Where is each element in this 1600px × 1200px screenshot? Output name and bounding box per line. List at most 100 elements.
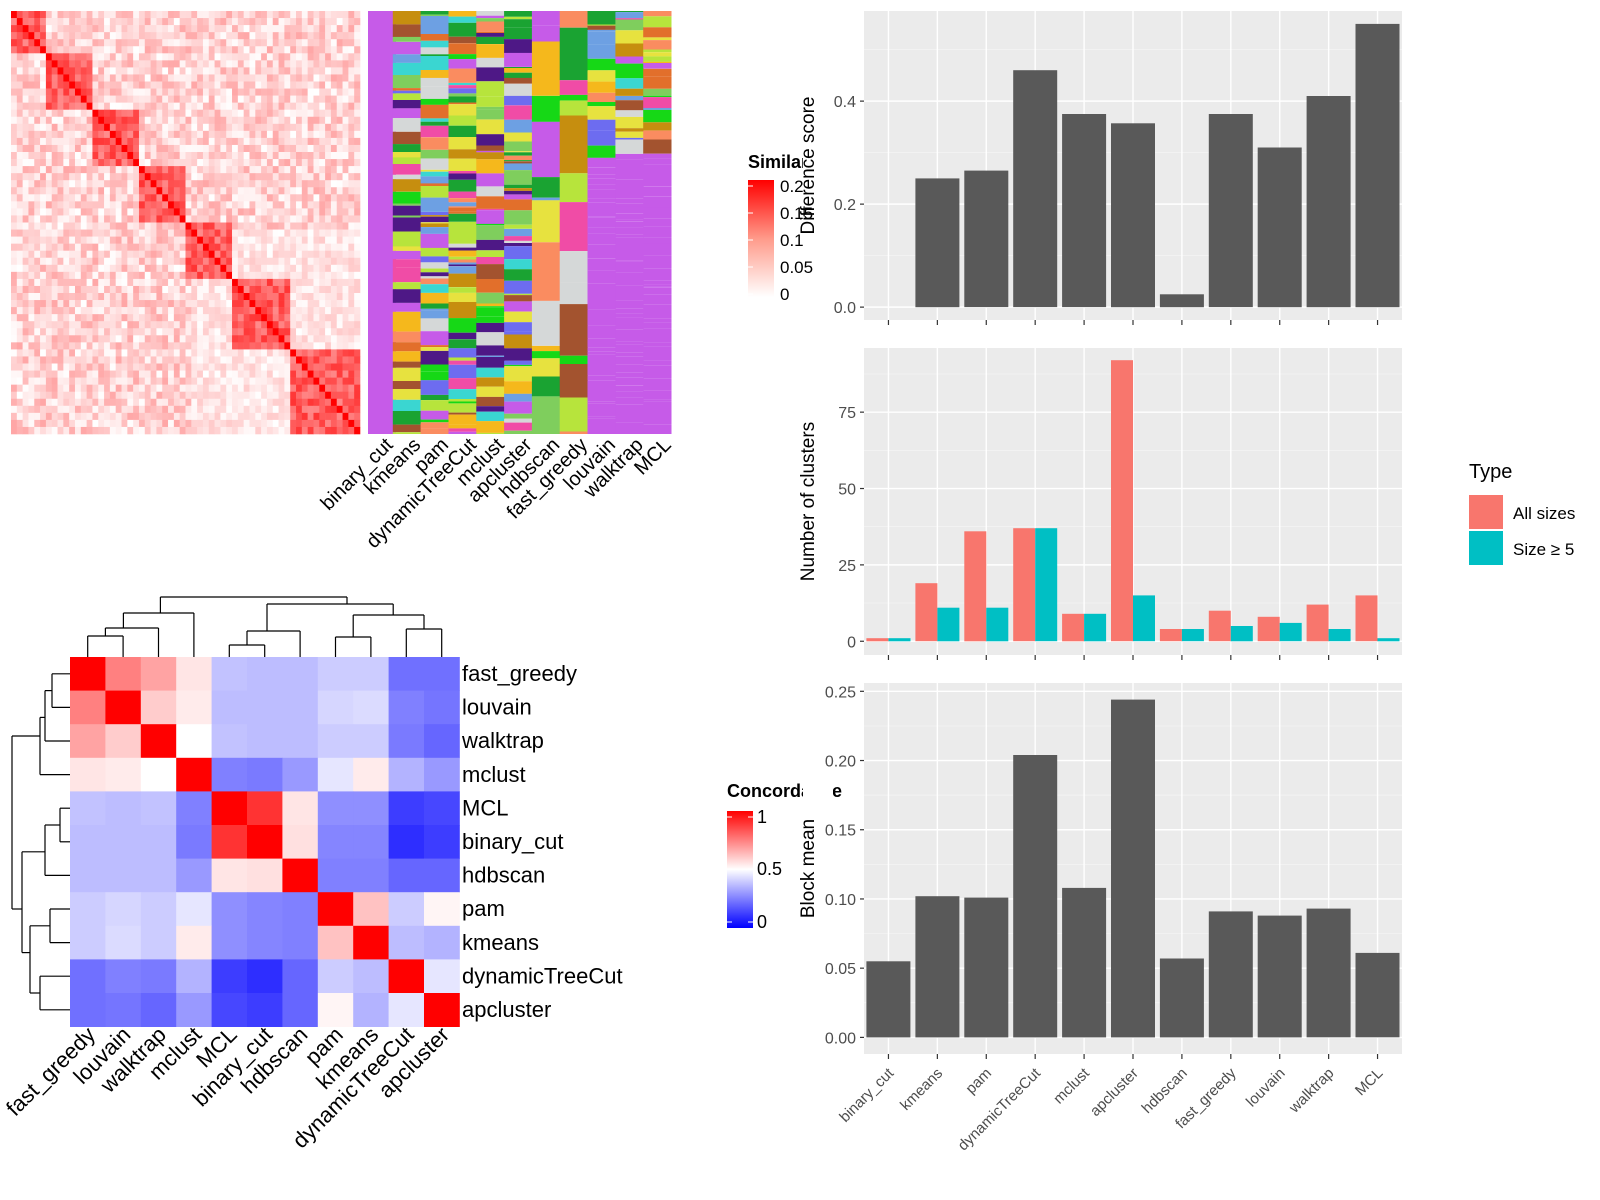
similarity-cell (133, 11, 140, 19)
similarity-cell (197, 74, 204, 82)
similarity-cell (330, 349, 338, 357)
cluster-strip-cell (420, 183, 449, 186)
similarity-cell (57, 152, 64, 160)
similarity-cell (127, 166, 134, 174)
similarity-cell (220, 229, 227, 237)
similarity-cell (127, 293, 134, 301)
similarity-cell (325, 335, 332, 343)
similarity-cell (296, 81, 303, 89)
similarity-cell (22, 426, 29, 435)
similarity-cell (214, 137, 221, 146)
similarity-cell (197, 67, 204, 75)
similarity-cell (319, 201, 326, 209)
bar-all-sizes (1306, 604, 1329, 642)
similarity-cell (28, 88, 35, 96)
cluster-strip-cell (392, 179, 422, 192)
similarity-cell (325, 166, 332, 174)
bar (915, 896, 960, 1038)
similarity-cell (348, 398, 355, 407)
similarity-cell (45, 349, 53, 357)
similarity-cell (74, 53, 82, 61)
similarity-cell (57, 137, 64, 146)
similarity-cell (40, 285, 47, 294)
concordance-cell (140, 825, 177, 859)
similarity-cell (109, 370, 116, 378)
similarity-cell (243, 391, 250, 400)
similarity-cell (214, 215, 221, 223)
similarity-cell (266, 180, 274, 188)
cluster-strip-cell (643, 76, 672, 89)
cluster-strip-cell (643, 360, 672, 366)
similarity-cell (16, 356, 23, 364)
similarity-cell (319, 32, 326, 40)
cluster-strip-cell (587, 29, 616, 32)
similarity-cell (261, 229, 268, 237)
similarity-cell (138, 81, 146, 89)
similarity-cell (63, 349, 70, 357)
similarity-cell (243, 236, 250, 244)
similarity-cell (191, 166, 198, 174)
similarity-cell (301, 53, 308, 61)
cluster-strip-cell (420, 350, 449, 365)
similarity-cell (121, 81, 128, 89)
similarity-cell (249, 67, 256, 75)
similarity-cell (278, 300, 285, 308)
similarity-cell (104, 243, 111, 251)
similarity-cell (40, 102, 47, 110)
similarity-cell (162, 81, 169, 89)
similarity-cell (86, 11, 93, 19)
similarity-cell (336, 39, 343, 47)
similarity-cell (40, 18, 47, 26)
similarity-cell (232, 271, 239, 280)
similarity-cell (144, 391, 151, 400)
similarity-cell (45, 60, 53, 68)
cluster-strip-cell (420, 223, 449, 228)
similarity-cell (255, 384, 262, 392)
similarity-cell (307, 53, 314, 61)
similarity-cell (319, 166, 326, 174)
similarity-cell (261, 321, 268, 329)
similarity-cell (272, 271, 279, 280)
similarity-cell (220, 412, 227, 421)
similarity-cell (162, 250, 169, 259)
similarity-cell (63, 300, 70, 308)
similarity-cell (127, 32, 134, 40)
concordance-cell (70, 757, 106, 792)
similarity-cell (34, 236, 41, 244)
similarity-cell (272, 398, 279, 407)
similarity-cell (57, 18, 64, 26)
similarity-cell (133, 187, 140, 195)
similarity-cell (220, 300, 227, 308)
similarity-cell (28, 328, 35, 336)
similarity-cell (278, 335, 285, 343)
similarity-cell (296, 328, 303, 336)
similarity-cell (313, 173, 320, 181)
similarity-cell (249, 116, 256, 125)
similarity-cell (278, 342, 285, 350)
similarity-cell (290, 384, 297, 392)
similarity-cell (336, 18, 343, 26)
similarity-cell (11, 412, 18, 421)
similarity-cell (138, 201, 146, 209)
similarity-cell (86, 257, 93, 266)
concordance-cell (247, 925, 283, 960)
similarity-cell (208, 377, 215, 385)
similarity-cell (115, 335, 122, 343)
similarity-cell (354, 95, 361, 103)
similarity-cell (144, 159, 151, 167)
similarity-cell (296, 201, 303, 209)
similarity-cell (296, 293, 303, 301)
similarity-cell (28, 426, 35, 435)
similarity-cell (232, 426, 239, 435)
concordance-cell (211, 993, 248, 1027)
similarity-cell (173, 166, 180, 174)
similarity-cell (133, 321, 140, 329)
similarity-cell (51, 377, 58, 385)
similarity-cell (69, 391, 76, 400)
concordance-cell (388, 959, 425, 994)
similarity-cell (86, 187, 93, 195)
similarity-cell (138, 321, 146, 329)
similarity-cell (34, 201, 41, 209)
similarity-cell (173, 102, 180, 110)
similarity-cell (150, 384, 157, 392)
